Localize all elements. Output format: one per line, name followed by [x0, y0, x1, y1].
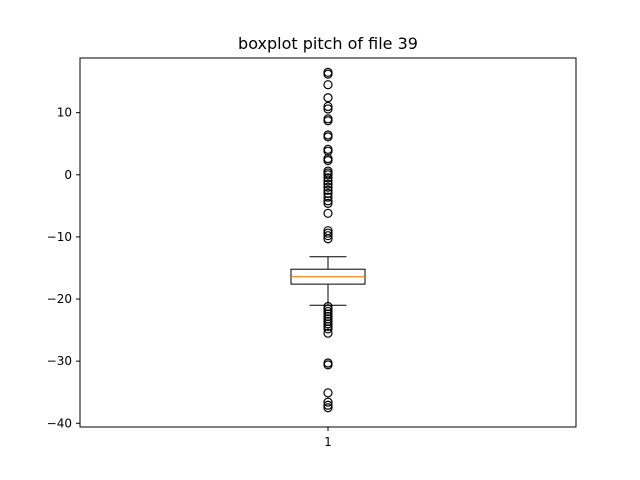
outlier-point	[323, 144, 333, 154]
outlier-point	[323, 67, 333, 77]
outlier-point	[323, 321, 333, 331]
outlier-point	[323, 328, 333, 338]
outlier-point	[323, 185, 333, 195]
outlier-points	[323, 67, 333, 413]
outlier-point	[323, 192, 333, 202]
outlier-point	[323, 101, 333, 112]
outlier-point	[323, 80, 333, 90]
outlier-point	[323, 146, 333, 156]
x-tick-label: 1	[324, 435, 332, 449]
outlier-point	[323, 360, 333, 370]
outlier-point	[323, 116, 333, 126]
outlier-point	[323, 228, 333, 238]
outlier-point	[323, 104, 333, 114]
outlier-point	[323, 319, 333, 329]
outlier-point	[323, 69, 333, 79]
outlier-point	[323, 388, 333, 398]
boxplot-series	[290, 256, 366, 306]
y-tick-label: 0	[64, 168, 72, 182]
outlier-point	[323, 324, 333, 334]
outlier-point	[323, 173, 333, 183]
y-tick-label: 10	[57, 106, 72, 120]
outlier-point	[323, 198, 333, 208]
outlier-point	[323, 400, 333, 410]
outlier-point	[323, 208, 333, 218]
outlier-point	[323, 154, 333, 164]
outlier-point	[323, 182, 333, 192]
outlier-point	[323, 234, 333, 244]
outlier-point	[323, 170, 333, 180]
y-tick-label: −20	[47, 292, 72, 306]
outlier-point	[323, 179, 333, 189]
outlier-point	[323, 114, 333, 124]
y-axis: −40 −30 −20 −10 0 10	[47, 106, 80, 430]
outlier-point	[323, 132, 333, 142]
outlier-point	[323, 130, 333, 140]
outlier-point	[323, 358, 333, 368]
y-tick-label: −30	[47, 354, 72, 368]
chart-title: boxplot pitch of file 39	[238, 34, 418, 53]
outlier-point	[323, 397, 333, 407]
outlier-point	[323, 155, 333, 166]
x-axis: 1	[324, 427, 332, 449]
outlier-point	[323, 196, 333, 206]
outlier-point	[323, 403, 333, 413]
y-tick-label: −40	[47, 416, 72, 430]
y-tick-label: −10	[47, 230, 72, 244]
outlier-point	[323, 231, 333, 241]
outlier-point	[323, 176, 333, 186]
outlier-point	[323, 93, 333, 103]
